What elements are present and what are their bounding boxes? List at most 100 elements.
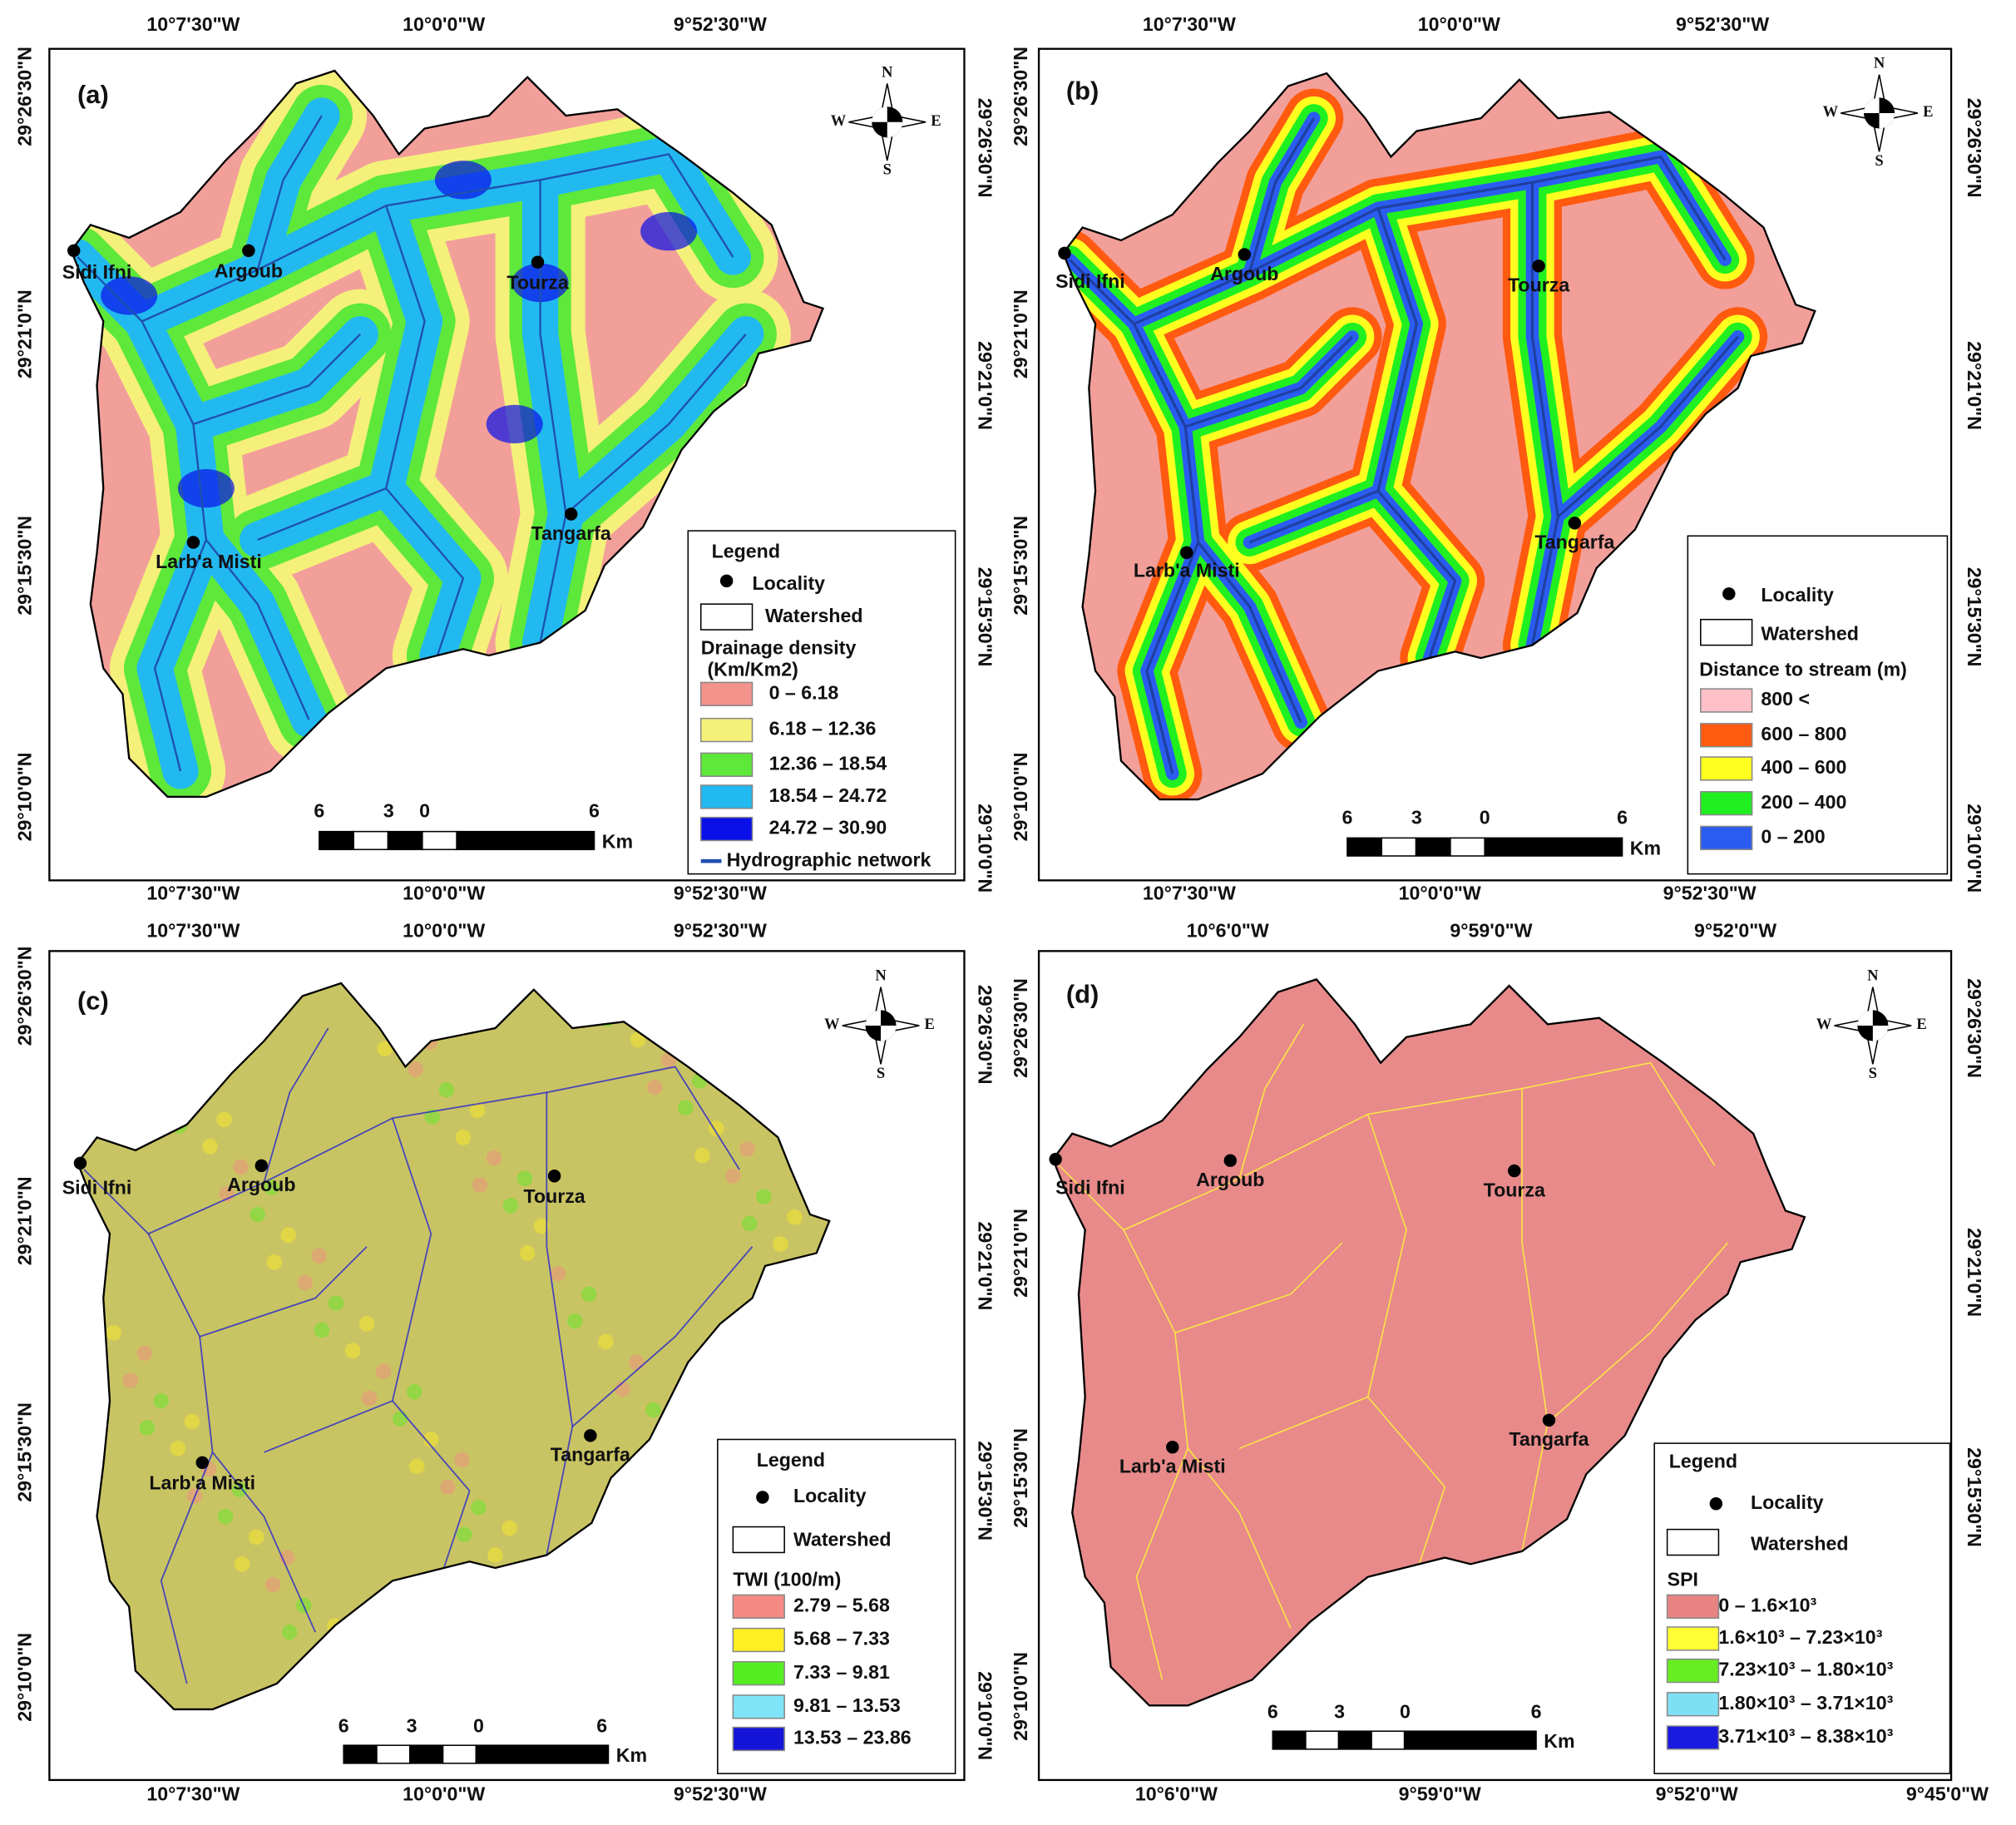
latitude-label: 29°26'30"N [975, 985, 996, 1085]
legend-class: 3.71×10³ – 8.38×10³ [1718, 1725, 1893, 1747]
map-layers [1063, 73, 1816, 800]
scale-unit: Km [602, 831, 633, 853]
twi-speckle [567, 1313, 583, 1329]
twi-speckle [455, 1130, 472, 1145]
twi-speckle [773, 1236, 788, 1252]
locality-dot [1049, 1152, 1062, 1166]
stream [264, 1117, 432, 1453]
locality-name: Tangarfa [1509, 1428, 1589, 1450]
twi-speckle [533, 1218, 550, 1234]
twi-speckle [264, 1576, 281, 1593]
compass-center [865, 1010, 897, 1041]
longitude-label: 10°0'0"W [403, 919, 485, 941]
twi-speckle [280, 1227, 297, 1244]
locality-dot [195, 1456, 209, 1470]
longitude-label: 10°6'0"W [1187, 919, 1269, 941]
twi-speckle [516, 1170, 533, 1187]
locality-dot [547, 1170, 561, 1183]
longitude-label: 10°0'0"W [403, 13, 485, 35]
latitude-label: 29°21'0"N [1964, 341, 1985, 430]
compass-letter: S [883, 161, 892, 179]
twi-speckle [598, 1333, 614, 1350]
twi-speckle [502, 1520, 517, 1536]
stream [1184, 335, 1354, 428]
panel-label: (d) [1066, 980, 1099, 1009]
legend-class: 0 – 1.6×10³ [1718, 1594, 1816, 1615]
stream [263, 1027, 329, 1183]
scale-bar [1484, 837, 1623, 857]
locality-dot [242, 244, 255, 258]
scale-label: 6 [1342, 806, 1352, 828]
locality-dot [1508, 1164, 1521, 1178]
density-core [177, 468, 235, 508]
latitude-label: 29°10'0"N [1010, 753, 1031, 842]
stream [256, 115, 323, 270]
stream [1174, 1242, 1343, 1333]
scale-bar [456, 830, 595, 851]
longitude-label: 9°59'0"W [1399, 1783, 1481, 1805]
longitude-label: 9°52'30"W [674, 919, 767, 941]
stream [1238, 1024, 1305, 1180]
legend-class: 1.80×10³ – 3.71×10³ [1718, 1692, 1893, 1714]
twi-speckle [122, 1372, 138, 1388]
twi-speckle [202, 1138, 218, 1155]
stream [546, 1092, 574, 1555]
latitude-label: 29°15'30"N [1010, 516, 1031, 616]
locality-name: Sidi Ifni [62, 1176, 132, 1198]
scale-bar [442, 1744, 477, 1764]
latitude-label: 29°15'30"N [1964, 1447, 1985, 1547]
legend-dot [1722, 587, 1736, 601]
latitude-label: 29°26'30"N [1964, 98, 1985, 198]
legend-dot [719, 574, 734, 588]
stream [1367, 1396, 1446, 1565]
locality-name: Tourza [523, 1185, 586, 1207]
scale-label: 3 [383, 800, 394, 822]
legend-title: Legend [757, 1449, 825, 1471]
locality-dot [1166, 1441, 1179, 1454]
compass-letter: W [824, 1016, 840, 1033]
twi-speckle [519, 1245, 536, 1261]
legend-text: Locality [1751, 1491, 1824, 1513]
locality-dot [73, 1156, 87, 1170]
legend-swatch [699, 784, 754, 809]
latitude-label: 29°10'0"N [975, 1671, 996, 1760]
twi-speckle [139, 1420, 156, 1436]
compass-letter: N [882, 63, 893, 81]
twi-speckle [153, 1392, 170, 1409]
legend-dot [756, 1491, 769, 1504]
stream [141, 153, 734, 323]
legend-class: 0 – 200 [1761, 826, 1825, 848]
locality-name: Tangarfa [531, 522, 612, 544]
scale-label: 3 [1334, 1701, 1345, 1723]
stream [1145, 542, 1200, 774]
locality-name: Argoub [1196, 1169, 1264, 1190]
legend-variable: SPI [1668, 1569, 1698, 1590]
stream [1059, 1165, 1292, 1629]
density-core [486, 404, 543, 444]
scale-bar [1305, 1730, 1340, 1750]
legend-swatch [1666, 1626, 1720, 1651]
twi-speckle [106, 1324, 121, 1341]
scale-label: 0 [473, 1715, 484, 1737]
stream [147, 1066, 740, 1235]
scale-label: 6 [1617, 806, 1628, 828]
twi-speckle [708, 1120, 724, 1136]
legend-class: 18.54 – 24.72 [769, 784, 887, 806]
compass-letter: S [877, 1065, 885, 1082]
stream [1123, 1061, 1716, 1231]
twi-speckle [361, 1390, 378, 1407]
legend-swatch [732, 1726, 785, 1752]
density-core [101, 276, 158, 315]
scale-label: 0 [1480, 806, 1490, 828]
twi-speckle [487, 1547, 503, 1563]
compass-letter: E [925, 1016, 935, 1033]
latitude-label: 29°26'30"N [975, 98, 996, 198]
latitude-label: 29°21'0"N [14, 1176, 36, 1265]
legend-swatch [732, 1661, 785, 1686]
legend-swatch [699, 681, 754, 707]
legend-swatch [1666, 1594, 1720, 1620]
stream [160, 1452, 214, 1684]
legend-class: 7.33 – 9.81 [793, 1661, 890, 1683]
legend-swatch [1700, 825, 1753, 851]
